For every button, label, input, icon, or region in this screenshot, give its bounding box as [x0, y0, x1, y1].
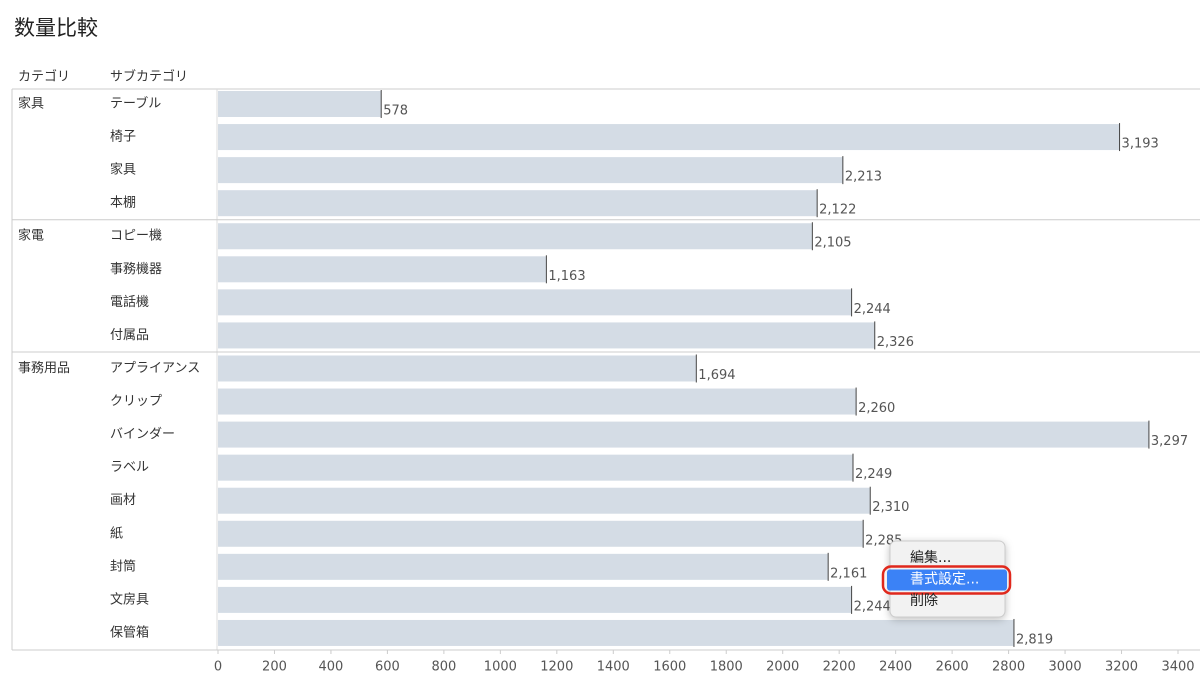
value-label: 2,819 [1016, 632, 1053, 647]
x-tick-label: 3000 [1049, 660, 1082, 675]
value-label: 2,122 [819, 203, 856, 218]
bar [218, 322, 875, 349]
bar [218, 454, 854, 481]
bar [218, 289, 852, 316]
bar [218, 256, 547, 283]
x-tick-label: 1600 [653, 660, 686, 675]
x-tick-label: 2600 [936, 660, 969, 675]
menu-item[interactable]: 編集... [910, 549, 951, 566]
bar [218, 553, 829, 580]
bar [218, 520, 864, 547]
x-tick-label: 3200 [1105, 660, 1138, 675]
bar [218, 586, 852, 613]
category-label: コピー機 [110, 229, 162, 244]
menu-highlight [887, 569, 1007, 591]
value-label: 3,297 [1151, 434, 1188, 449]
value-label: 3,193 [1122, 137, 1159, 152]
value-label: 2,161 [830, 566, 867, 581]
x-tick-label: 1200 [540, 660, 573, 675]
value-label: 2,260 [858, 401, 895, 416]
x-tick-label: 3400 [1161, 660, 1194, 675]
category-label: アプライアンス [110, 361, 200, 376]
x-tick-label: 1400 [597, 660, 630, 675]
bar [218, 91, 382, 117]
bar [218, 223, 813, 250]
value-label: 2,326 [877, 335, 914, 350]
value-label: 1,163 [548, 269, 585, 284]
value-label: 2,244 [854, 599, 891, 614]
bar [218, 157, 843, 184]
bar [218, 619, 1014, 646]
group-label: 家具 [18, 96, 44, 112]
bar [218, 124, 1120, 151]
category-label: 文房具 [110, 591, 149, 607]
value-label: 578 [383, 104, 408, 119]
value-label: 2,244 [854, 302, 891, 317]
category-label: クリップ [110, 394, 162, 409]
category-label: 電話機 [110, 294, 149, 310]
x-tick-label: 2200 [823, 660, 856, 675]
value-label: 2,249 [855, 467, 892, 482]
category-label: 椅子 [110, 130, 136, 145]
bar [218, 388, 857, 415]
x-tick-label: 1800 [710, 660, 743, 675]
bar [218, 355, 697, 382]
x-tick-label: 2000 [766, 660, 799, 675]
value-label: 2,310 [872, 500, 909, 515]
x-tick-label: 2800 [992, 660, 1025, 675]
menu-item[interactable]: 削除 [910, 593, 938, 609]
category-label: ラベル [110, 460, 149, 475]
chart-title: 数量比較 [14, 16, 98, 40]
category-label: テーブル [110, 96, 161, 112]
group-label: 事務用品 [18, 361, 70, 376]
column-header: サブカテゴリ [110, 69, 188, 85]
menu-item[interactable]: 書式設定... [910, 572, 979, 588]
x-tick-label: 600 [375, 660, 400, 675]
bar [218, 421, 1149, 448]
category-label: 画材 [110, 493, 136, 508]
x-tick-label: 200 [262, 660, 287, 675]
category-label: 事務機器 [110, 262, 162, 277]
group-label: 家電 [18, 228, 44, 244]
column-header: カテゴリ [18, 69, 70, 85]
x-tick-label: 800 [431, 660, 456, 675]
category-label: バインダー [110, 427, 175, 442]
category-label: 紙 [110, 526, 123, 541]
bar [218, 190, 818, 217]
category-label: 本棚 [110, 196, 136, 211]
value-label: 2,213 [845, 170, 882, 185]
value-label: 2,105 [814, 236, 851, 251]
x-tick-label: 2400 [879, 660, 912, 675]
x-tick-label: 400 [319, 660, 344, 675]
bar [218, 487, 871, 514]
category-label: 保管箱 [110, 624, 149, 640]
category-label: 家具 [110, 162, 136, 178]
category-label: 付属品 [110, 328, 149, 343]
x-tick-label: 1000 [484, 660, 517, 675]
x-tick-label: 0 [214, 660, 222, 675]
value-label: 1,694 [698, 368, 735, 383]
category-label: 封筒 [110, 558, 136, 574]
selection-outline [881, 565, 1012, 595]
